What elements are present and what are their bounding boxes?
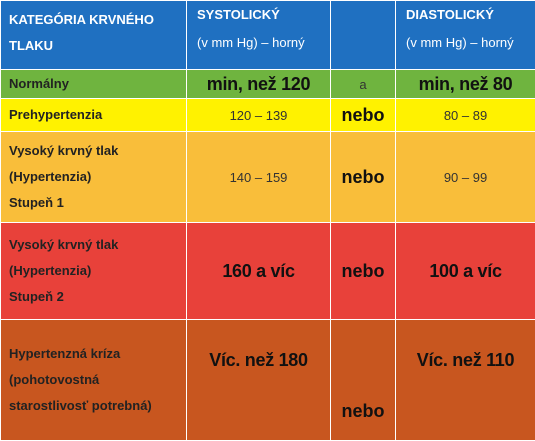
category-cell: Normálny	[1, 70, 187, 99]
category-line: starostlivosť potrebná)	[9, 393, 178, 419]
category-cell: Vysoký krvný tlak (Hypertenzia) Stupeň 1	[1, 132, 187, 223]
table-row-stage-1: Vysoký krvný tlak (Hypertenzia) Stupeň 1…	[1, 132, 535, 223]
conjunction-cell: nebo	[331, 320, 396, 441]
category-line: Hypertenzná kríza	[9, 341, 178, 367]
category-line: (pohotovostná	[9, 367, 178, 393]
category-line: (Hypertenzia)	[9, 164, 178, 190]
systolic-cell: 140 – 159	[187, 132, 331, 223]
category-cell: Hypertenzná kríza (pohotovostná starostl…	[1, 320, 187, 441]
category-line: Prehypertenzia	[9, 107, 102, 122]
systolic-cell: min, než 120	[187, 70, 331, 99]
diastolic-unit: (v mm Hg) – horný	[406, 35, 527, 51]
systolic-header: SYSTOLICKÝ (v mm Hg) – horný	[187, 1, 331, 70]
diastolic-cell: 80 – 89	[396, 99, 535, 132]
header-row: KATEGÓRIA KRVNÉHO TLAKU SYSTOLICKÝ (v mm…	[1, 1, 535, 70]
diastolic-title: DIASTOLICKÝ	[406, 7, 527, 23]
systolic-unit: (v mm Hg) – horný	[197, 35, 322, 51]
conjunction-cell: nebo	[331, 223, 396, 320]
systolic-cell: 160 a víc	[187, 223, 331, 320]
conjunction-cell: nebo	[331, 132, 396, 223]
category-line: (Hypertenzia)	[9, 258, 178, 284]
table-row-stage-2: Vysoký krvný tlak (Hypertenzia) Stupeň 2…	[1, 223, 535, 320]
category-line: Vysoký krvný tlak	[9, 138, 178, 164]
diastolic-cell: 90 – 99	[396, 132, 535, 223]
systolic-cell: Víc. než 180	[187, 320, 331, 441]
conjunction-cell: nebo	[331, 99, 396, 132]
diastolic-cell: min, než 80	[396, 70, 535, 99]
conjunction-header	[331, 1, 396, 70]
category-cell: Prehypertenzia	[1, 99, 187, 132]
table-row-crisis: Hypertenzná kríza (pohotovostná starostl…	[1, 320, 535, 441]
systolic-title: SYSTOLICKÝ	[197, 7, 322, 23]
category-line: Normálny	[9, 76, 69, 91]
table-row-prehypertension: Prehypertenzia 120 – 139 nebo 80 – 89	[1, 99, 535, 132]
diastolic-cell: Víc. než 110	[396, 320, 535, 441]
table-row-normal: Normálny min, než 120 a min, než 80	[1, 70, 535, 99]
systolic-cell: 120 – 139	[187, 99, 331, 132]
category-line: Vysoký krvný tlak	[9, 232, 178, 258]
category-header: KATEGÓRIA KRVNÉHO TLAKU	[1, 1, 187, 70]
category-cell: Vysoký krvný tlak (Hypertenzia) Stupeň 2	[1, 223, 187, 320]
category-line: Stupeň 2	[9, 284, 178, 310]
diastolic-header: DIASTOLICKÝ (v mm Hg) – horný	[396, 1, 535, 70]
diastolic-cell: 100 a víc	[396, 223, 535, 320]
conjunction-cell: a	[331, 70, 396, 99]
category-line: Stupeň 1	[9, 190, 178, 216]
